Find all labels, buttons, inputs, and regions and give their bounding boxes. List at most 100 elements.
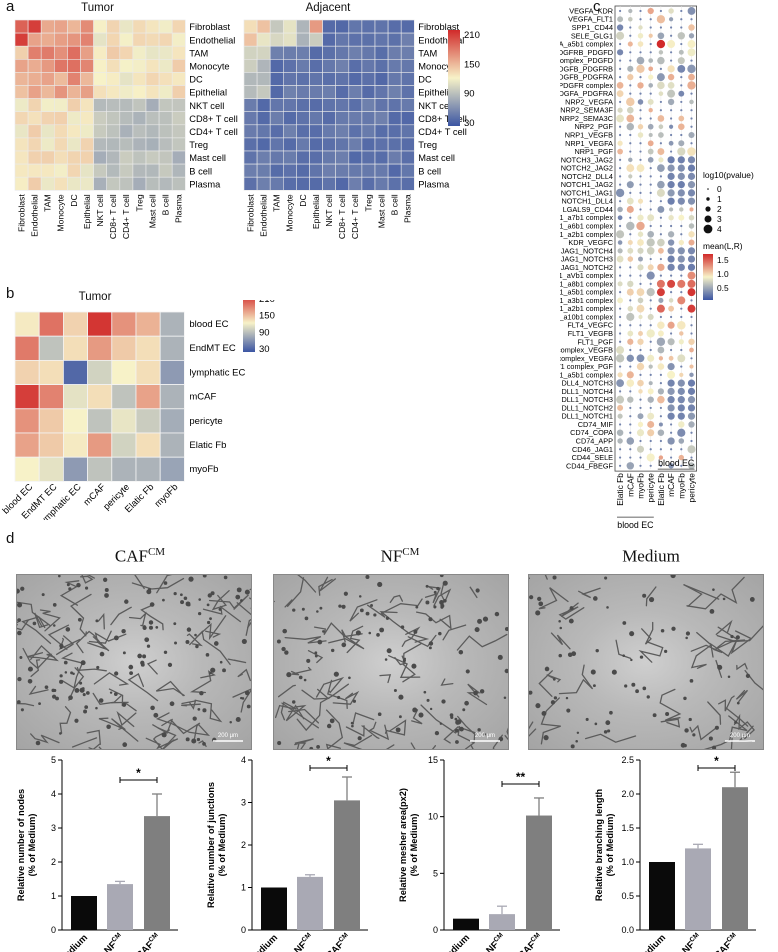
dotplot-dot xyxy=(688,462,695,470)
adjacent-heatmap-cell xyxy=(282,111,297,126)
cell-cluster xyxy=(395,727,401,733)
adjacent-heatmap-cell xyxy=(374,124,389,139)
tumor-heatmap-cell xyxy=(14,19,29,34)
tumor-heatmap-cell xyxy=(158,111,173,126)
bar xyxy=(71,896,97,930)
cell-cluster xyxy=(459,726,464,732)
tube-network-segment xyxy=(108,688,124,707)
panel-b-row-label: Elatic Fb xyxy=(189,440,226,451)
dotplot-dot xyxy=(657,363,665,370)
cell-cluster xyxy=(17,630,22,636)
tumor-heatmap-cell xyxy=(145,137,160,152)
tumor-heatmap-cell xyxy=(93,32,107,47)
pair-label: FN1_a2b1 complex xyxy=(560,304,613,313)
dotplot-dot xyxy=(668,140,674,146)
cell-cluster xyxy=(671,626,676,631)
dotplot-dot xyxy=(687,156,696,164)
condition-title-caf: CAFCM xyxy=(114,546,166,566)
size-legend-label: 2 xyxy=(717,204,722,214)
tube-network-segment xyxy=(97,612,105,630)
tube-network-segment xyxy=(118,727,139,742)
dotplot-dot xyxy=(688,239,695,246)
dotplot-dot xyxy=(656,288,665,297)
dotplot-dot xyxy=(649,26,652,29)
dotplot-dot xyxy=(687,271,696,280)
tumor-heatmap-cell xyxy=(27,176,42,191)
dotplot-dot xyxy=(678,140,685,147)
dotplot-dot xyxy=(670,51,673,54)
adjacent-heatmap-cell xyxy=(269,45,284,60)
dotplot-dot xyxy=(687,387,696,395)
panel-b-colorbar-tick: 30 xyxy=(259,344,270,355)
cell-cluster xyxy=(98,698,104,703)
dotplot-dot xyxy=(680,307,683,310)
dotplot-dot xyxy=(616,346,625,355)
tumor-heatmap-cell xyxy=(119,45,134,60)
panel-b-cell xyxy=(87,311,113,337)
cell-cluster xyxy=(575,739,578,743)
dotplot-dot xyxy=(637,214,644,221)
dotplot-dot xyxy=(670,26,673,29)
cell-cluster xyxy=(642,686,647,691)
tumor-heatmap-cell xyxy=(27,124,42,139)
cell-cluster xyxy=(692,733,696,737)
tube-network-segment xyxy=(638,641,664,663)
dotplot-dot xyxy=(677,172,685,180)
dotplot-dot xyxy=(637,124,644,130)
adjacent-heatmap-cell xyxy=(335,124,350,139)
cell-cluster xyxy=(722,597,726,601)
tube-network-segment xyxy=(379,674,392,684)
tumor-heatmap-cell xyxy=(40,176,55,191)
cell-cluster xyxy=(183,596,188,601)
adjacent-heatmap-cell xyxy=(374,111,389,126)
dotplot-dot xyxy=(617,438,623,444)
pair-label: DLL4_NOTCH3 xyxy=(561,379,613,388)
dotplot-dot xyxy=(680,464,683,467)
cell-cluster xyxy=(550,700,556,705)
tumor-heatmap-cell xyxy=(93,98,107,112)
cell-cluster xyxy=(196,737,201,742)
cell-cluster xyxy=(180,600,185,605)
pair-label: NRP1_VEGFB xyxy=(565,131,613,140)
cell-cluster xyxy=(246,704,251,709)
tumor-heatmap-cell xyxy=(40,98,55,112)
pair-label: FN1_a5b1 complex xyxy=(560,288,613,297)
cell-cluster xyxy=(113,692,118,696)
dotplot-dot xyxy=(626,288,634,296)
adjacent-heatmap-cell xyxy=(400,150,415,165)
y-tick-label: 3 xyxy=(51,823,56,833)
cell-cluster xyxy=(426,698,430,702)
dotplot-dot xyxy=(657,238,665,247)
cell-cluster xyxy=(55,696,59,701)
tumor-heatmap-cell xyxy=(106,111,121,126)
dotplot-dot xyxy=(626,106,634,114)
tumor-heatmap-cell xyxy=(27,45,42,60)
cell-cluster xyxy=(465,669,470,674)
dotplot-dot xyxy=(657,263,665,271)
dotplot-dot xyxy=(628,16,633,22)
pair-label: CD44_FBEGF xyxy=(566,461,614,470)
cell-cluster xyxy=(104,588,109,593)
cell-cluster xyxy=(202,708,207,713)
panel-b-cell xyxy=(63,456,89,482)
cell-cluster xyxy=(683,743,687,748)
dotplot-dot xyxy=(619,166,622,170)
cell-cluster xyxy=(735,635,740,640)
dotplot-dot xyxy=(629,348,632,352)
cell-cluster xyxy=(27,666,33,672)
cell-cluster xyxy=(648,596,655,603)
dotplot-dot xyxy=(619,266,622,269)
tumor-heatmap-cell xyxy=(80,176,94,191)
cell-cluster xyxy=(343,591,348,596)
dotplot-dot xyxy=(629,51,632,54)
adjacent-heatmap-col-label: CD8+ T cell xyxy=(337,194,347,239)
cell-cluster xyxy=(218,607,222,611)
tube-network-segment xyxy=(641,621,654,645)
dotplot-dot xyxy=(659,406,662,410)
tumor-heatmap-cell xyxy=(171,163,186,178)
adjacent-heatmap-cell xyxy=(296,163,310,178)
tube-network-segment xyxy=(558,602,585,620)
cell-cluster xyxy=(113,635,119,641)
dotplot-dot xyxy=(648,33,653,38)
panel-b-cell xyxy=(14,456,40,482)
